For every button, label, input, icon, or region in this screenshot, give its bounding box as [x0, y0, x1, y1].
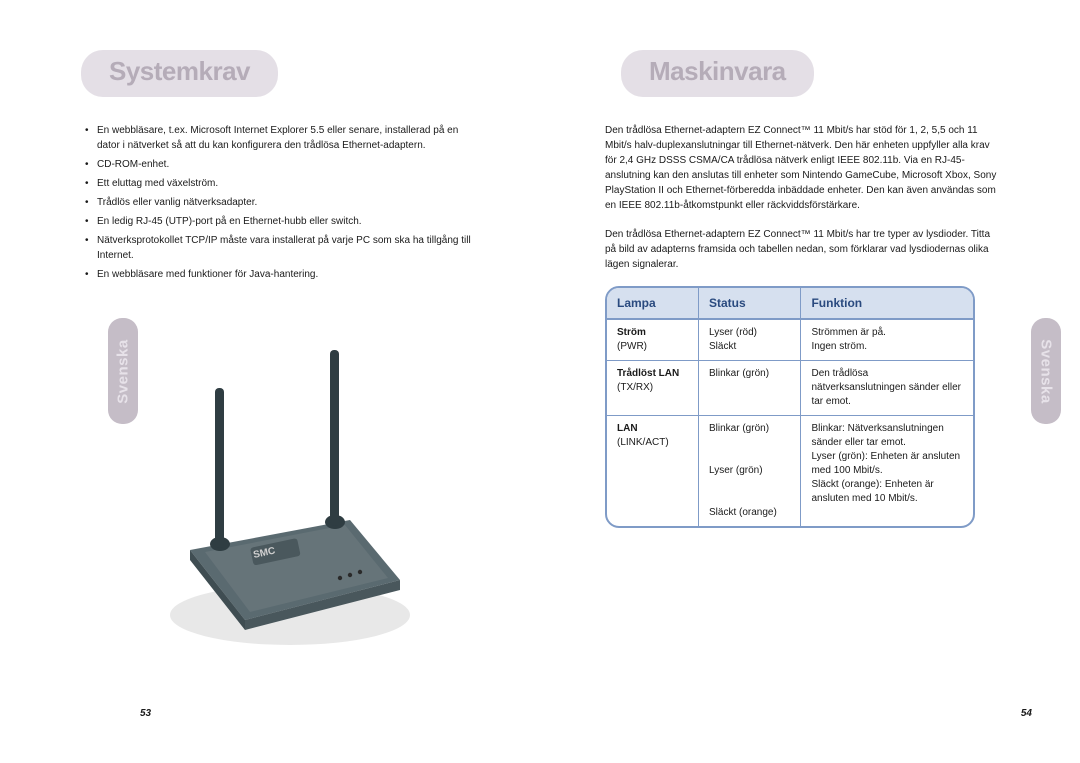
device-illustration: SMC — [150, 330, 430, 660]
header-pill-left: Systemkrav — [81, 50, 278, 97]
cell-funktion: Den trådlösa nätverksanslutningen sänder… — [801, 361, 973, 416]
side-tab-label-right: Svenska — [1038, 339, 1055, 403]
list-item: En webbläsare, t.ex. Microsoft Internet … — [85, 123, 475, 153]
list-item: Nätverksprotokollet TCP/IP måste vara in… — [85, 233, 475, 263]
cell-funktion: Strömmen är på. Ingen ström. — [801, 319, 973, 361]
lampa-sub: (TX/RX) — [617, 382, 653, 393]
header-title-left: Systemkrav — [109, 56, 250, 86]
page-number-left: 53 — [140, 708, 151, 719]
content-right: Den trådlösa Ethernet-adaptern EZ Connec… — [595, 123, 1025, 528]
side-tab-label-left: Svenska — [115, 339, 132, 403]
intro-paragraph-1: Den trådlösa Ethernet-adaptern EZ Connec… — [605, 123, 999, 213]
content-left: En webbläsare, t.ex. Microsoft Internet … — [55, 123, 485, 282]
cell-status: Blinkar (grön) — [699, 361, 801, 416]
intro-paragraph-2: Den trådlösa Ethernet-adaptern EZ Connec… — [605, 227, 999, 272]
page-right: Maskinvara Svenska Den trådlösa Ethernet… — [540, 0, 1080, 763]
cell-lampa: LAN (LINK/ACT) — [607, 416, 699, 527]
cell-lampa: Ström (PWR) — [607, 319, 699, 361]
list-item: CD-ROM-enhet. — [85, 157, 475, 172]
col-header-funktion: Funktion — [801, 288, 973, 319]
lampa-label: LAN — [617, 423, 638, 434]
table-row: Ström (PWR) Lyser (röd) Släckt Strömmen … — [607, 319, 973, 361]
table-row: LAN (LINK/ACT) Blinkar (grön) Lyser (grö… — [607, 416, 973, 527]
lampa-sub: (LINK/ACT) — [617, 437, 669, 448]
list-item: Trådlös eller vanlig nätverksadapter. — [85, 195, 475, 210]
header-pill-right: Maskinvara — [621, 50, 814, 97]
table-header-row: Lampa Status Funktion — [607, 288, 973, 319]
lampa-label: Ström — [617, 327, 646, 338]
list-item: Ett eluttag med växelström. — [85, 176, 475, 191]
lampa-label: Trådlöst LAN — [617, 368, 679, 379]
page-left: Systemkrav Svenska En webbläsare, t.ex. … — [0, 0, 540, 763]
list-item: En ledig RJ-45 (UTP)-port på en Ethernet… — [85, 214, 475, 229]
table-row: Trådlöst LAN (TX/RX) Blinkar (grön) Den … — [607, 361, 973, 416]
side-tab-right: Svenska — [1031, 318, 1061, 424]
page-number-right: 54 — [1021, 708, 1032, 719]
side-tab-left: Svenska — [108, 318, 138, 424]
lampa-sub: (PWR) — [617, 341, 647, 352]
cell-funktion: Blinkar: Nätverksanslutningen sänder ell… — [801, 416, 973, 527]
requirements-list: En webbläsare, t.ex. Microsoft Internet … — [85, 123, 475, 282]
list-item: En webbläsare med funktioner för Java-ha… — [85, 267, 475, 282]
led-table: Lampa Status Funktion Ström (PWR) Lyser … — [605, 286, 975, 528]
page-spread: Systemkrav Svenska En webbläsare, t.ex. … — [0, 0, 1080, 763]
col-header-status: Status — [699, 288, 801, 319]
col-header-lampa: Lampa — [607, 288, 699, 319]
cell-status: Lyser (röd) Släckt — [699, 319, 801, 361]
cell-status: Blinkar (grön) Lyser (grön) Släckt (oran… — [699, 416, 801, 527]
header-title-right: Maskinvara — [649, 56, 786, 86]
cell-lampa: Trådlöst LAN (TX/RX) — [607, 361, 699, 416]
